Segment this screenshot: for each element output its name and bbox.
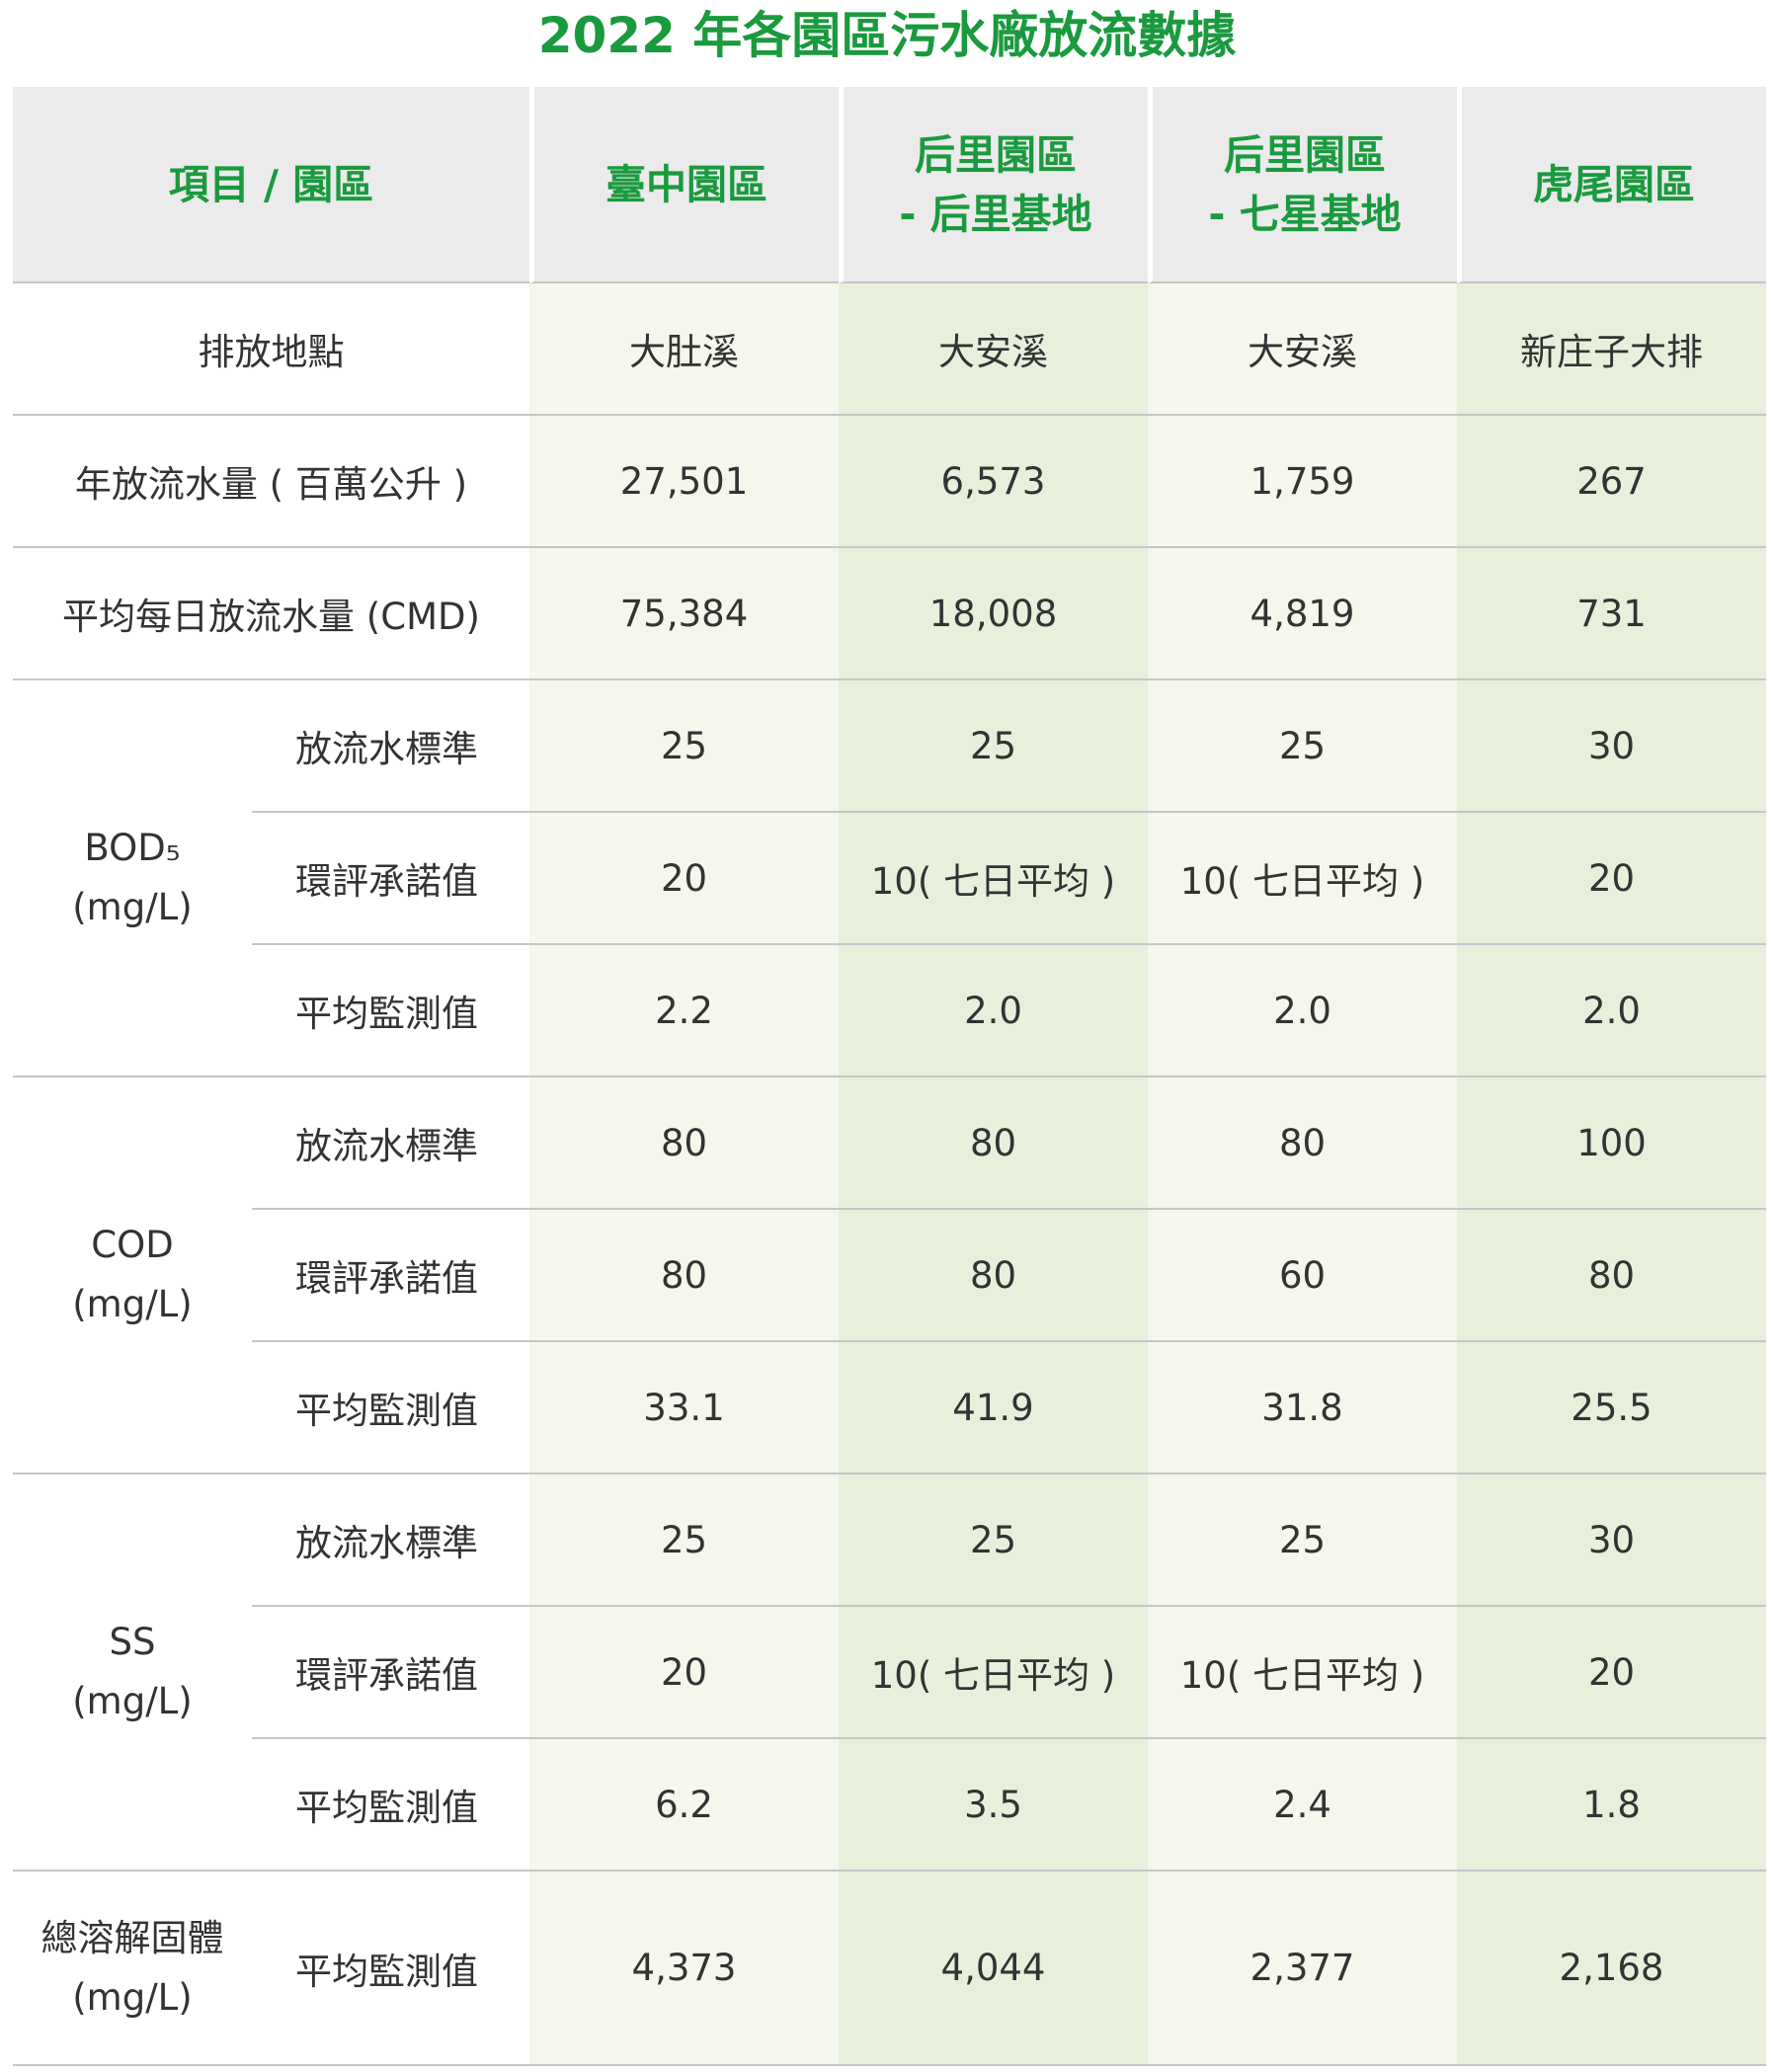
value-cell: 25.5	[1457, 1342, 1766, 1474]
item-label: 放流水標準	[252, 1474, 529, 1607]
value-cell: 大安溪	[839, 283, 1148, 416]
value-cell: 267	[1457, 416, 1766, 548]
table-row: 年放流水量 ( 百萬公升 ) 27,501 6,573 1,759 267	[13, 416, 1766, 548]
item-label: 平均每日放流水量 (CMD)	[13, 548, 529, 680]
value-cell: 4,373	[529, 1872, 839, 2066]
value-cell: 6.2	[529, 1739, 839, 1872]
value-cell: 10( 七日平均 )	[839, 813, 1148, 945]
item-label: 放流水標準	[252, 680, 529, 813]
value-cell: 25	[1148, 1474, 1457, 1607]
table-row: 排放地點 大肚溪 大安溪 大安溪 新庄子大排	[13, 283, 1766, 416]
table-row: 平均監測值 6.2 3.5 2.4 1.8	[13, 1739, 1766, 1872]
value-cell: 80	[1148, 1077, 1457, 1210]
header-cell: 虎尾園區	[1457, 87, 1766, 283]
header-cell: 項目 / 園區	[13, 87, 529, 283]
header-cell: 后里園區 - 后里基地	[839, 87, 1148, 283]
item-label: 平均監測值	[252, 945, 529, 1077]
value-cell: 80	[529, 1210, 839, 1342]
value-cell: 1.8	[1457, 1739, 1766, 1872]
data-table: 項目 / 園區 臺中園區 后里園區 - 后里基地 后里園區 - 七星基地 虎尾園區 排放…	[13, 87, 1766, 2066]
value-cell: 75,384	[529, 548, 839, 680]
header-cell: 臺中園區	[529, 87, 839, 283]
table-row: COD (mg/L) 放流水標準 80 80 80 100	[13, 1077, 1766, 1474]
table-row: 環評承諾值 20 10( 七日平均 ) 10( 七日平均 ) 20	[13, 813, 1766, 945]
table-row: 平均監測值 2.2 2.0 2.0 2.0	[13, 945, 1766, 1077]
value-cell: 30	[1457, 680, 1766, 813]
table-row: 環評承諾值 20 10( 七日平均 ) 10( 七日平均 ) 20	[13, 1607, 1766, 1739]
value-cell: 31.8	[1148, 1342, 1457, 1474]
value-cell: 25	[1148, 680, 1457, 813]
group-label: BOD₅ (mg/L)	[13, 680, 252, 1077]
value-cell: 60	[1148, 1210, 1457, 1342]
value-cell: 2.4	[1148, 1739, 1457, 1872]
table-row: SS (mg/L) 放流水標準 25 25 25 30	[13, 1474, 1766, 1872]
table-row: 總溶解固體 (mg/L) 平均監測值 4,373 4,044 2,377 2,168	[13, 1872, 1766, 2066]
value-cell: 10( 七日平均 )	[839, 1607, 1148, 1739]
value-cell: 2.2	[529, 945, 839, 1077]
item-label: 環評承諾值	[252, 1607, 529, 1739]
value-cell: 3.5	[839, 1739, 1148, 1872]
group-label: COD (mg/L)	[13, 1077, 252, 1474]
item-label: 放流水標準	[252, 1077, 529, 1210]
value-cell: 20	[529, 813, 839, 945]
value-cell: 10( 七日平均 )	[1148, 1607, 1457, 1739]
table-row: 平均每日放流水量 (CMD) 75,384 18,008 4,819 731	[13, 548, 1766, 680]
item-label: 年放流水量 ( 百萬公升 )	[13, 416, 529, 548]
value-cell: 1,759	[1148, 416, 1457, 548]
value-cell: 80	[529, 1077, 839, 1210]
value-cell: 33.1	[529, 1342, 839, 1474]
value-cell: 2.0	[1148, 945, 1457, 1077]
group-label: SS (mg/L)	[13, 1474, 252, 1872]
item-label: 排放地點	[13, 283, 529, 416]
value-cell: 80	[839, 1077, 1148, 1210]
value-cell: 20	[1457, 1607, 1766, 1739]
value-cell: 80	[1457, 1210, 1766, 1342]
value-cell: 2,168	[1457, 1872, 1766, 2066]
value-cell: 25	[529, 680, 839, 813]
value-cell: 新庄子大排	[1457, 283, 1766, 416]
value-cell: 20	[1457, 813, 1766, 945]
table-row: 環評承諾值 80 80 60 80	[13, 1210, 1766, 1342]
value-cell: 20	[529, 1607, 839, 1739]
header-cell: 后里園區 - 七星基地	[1148, 87, 1457, 283]
value-cell: 731	[1457, 548, 1766, 680]
value-cell: 80	[839, 1210, 1148, 1342]
value-cell: 18,008	[839, 548, 1148, 680]
value-cell: 30	[1457, 1474, 1766, 1607]
value-cell: 6,573	[839, 416, 1148, 548]
table-row: BOD₅ (mg/L) 放流水標準 25 25 25 30	[13, 680, 1766, 1077]
value-cell: 4,819	[1148, 548, 1457, 680]
value-cell: 2,377	[1148, 1872, 1457, 2066]
value-cell: 25	[529, 1474, 839, 1607]
value-cell: 27,501	[529, 416, 839, 548]
table-row: 平均監測值 33.1 41.9 31.8 25.5	[13, 1342, 1766, 1474]
value-cell: 4,044	[839, 1872, 1148, 2066]
value-cell: 41.9	[839, 1342, 1148, 1474]
header-row: 項目 / 園區 臺中園區 后里園區 - 后里基地 后里園區 - 七星基地 虎尾園區	[13, 87, 1766, 283]
group-label: 總溶解固體 (mg/L)	[13, 1872, 252, 2066]
value-cell: 100	[1457, 1077, 1766, 1210]
item-label: 平均監測值	[252, 1739, 529, 1872]
value-cell: 2.0	[1457, 945, 1766, 1077]
item-label: 平均監測值	[252, 1872, 529, 2066]
value-cell: 2.0	[839, 945, 1148, 1077]
value-cell: 大肚溪	[529, 283, 839, 416]
value-cell: 25	[839, 680, 1148, 813]
item-label: 環評承諾值	[252, 813, 529, 945]
value-cell: 大安溪	[1148, 283, 1457, 416]
item-label: 環評承諾值	[252, 1210, 529, 1342]
item-label: 平均監測值	[252, 1342, 529, 1474]
value-cell: 10( 七日平均 )	[1148, 813, 1457, 945]
title: 2022 年各園區污水廠放流數據	[537, 7, 1237, 64]
value-cell: 25	[839, 1474, 1148, 1607]
